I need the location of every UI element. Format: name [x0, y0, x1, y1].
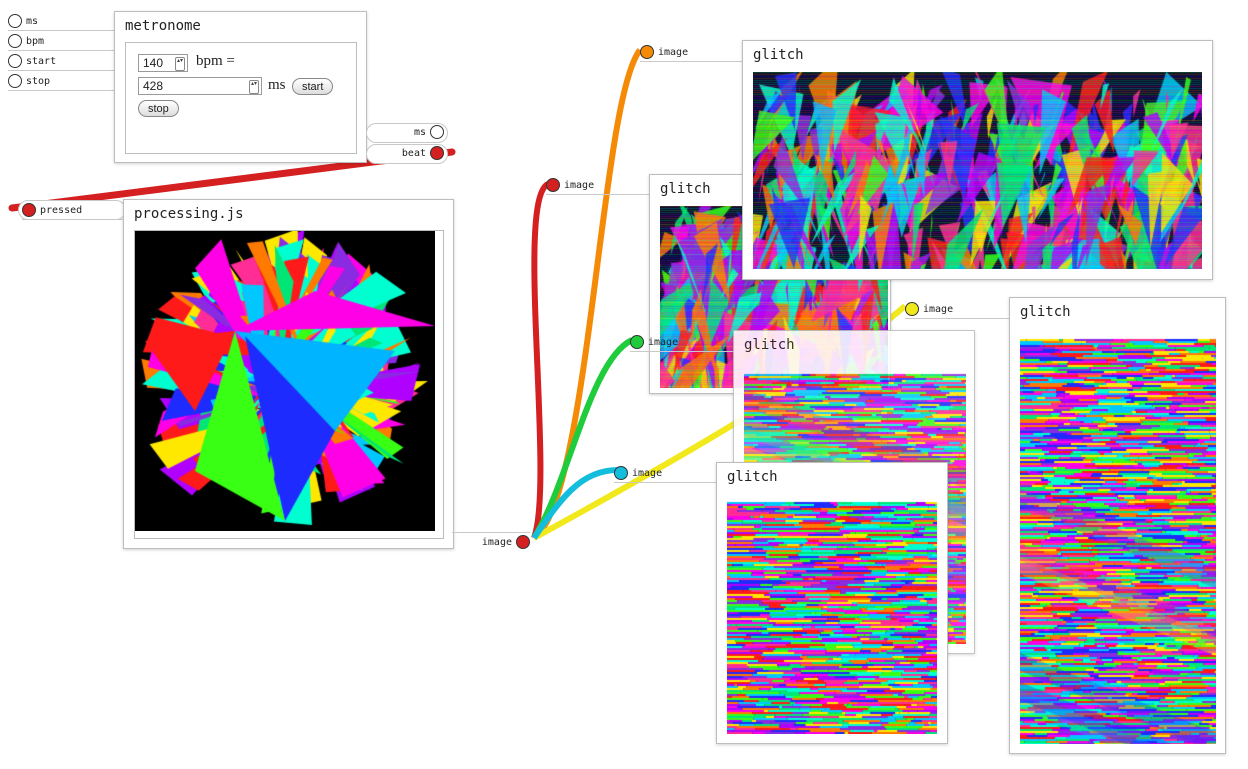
ms-input[interactable]: 428 ▴▾ — [138, 77, 262, 95]
glitch-input-image[interactable]: image — [614, 464, 718, 483]
processing-output-image[interactable]: image — [452, 532, 530, 551]
glitch-input-image[interactable]: image — [905, 300, 1009, 319]
metronome-input-ms[interactable]: ms — [8, 12, 114, 31]
node-title: glitch — [660, 181, 711, 197]
bpm-input[interactable]: 140 ▴▾ — [138, 54, 188, 72]
node-title: glitch — [727, 469, 778, 485]
ms-label: ms — [268, 77, 286, 93]
port-dot-icon[interactable] — [22, 203, 36, 217]
metronome-panel[interactable]: metronome 140 ▴▾ bpm = 428 ▴▾ ms start s… — [114, 11, 367, 163]
wire-image-cyan — [531, 467, 619, 540]
processing-canvas-frame — [134, 230, 444, 539]
wire-image-green — [531, 337, 634, 540]
start-button[interactable]: start — [292, 78, 334, 95]
node-title: metronome — [125, 18, 201, 34]
port-dot-icon[interactable] — [516, 535, 530, 549]
glitch-input-image[interactable]: image — [546, 176, 650, 195]
bpm-label: bpm = — [196, 53, 235, 69]
port-dot-icon[interactable] — [430, 125, 444, 139]
glitch-input-image[interactable]: image — [640, 43, 742, 62]
wire-image-red — [531, 181, 551, 540]
processing-input-pressed[interactable]: pressed — [22, 201, 124, 220]
stop-button[interactable]: stop — [138, 100, 179, 117]
processing-canvas[interactable] — [135, 231, 435, 531]
node-title: glitch — [1020, 304, 1071, 320]
metronome-output-beat[interactable]: beat — [366, 144, 444, 162]
glitch-node-4[interactable]: glitch — [1009, 297, 1226, 754]
port-dot-icon[interactable] — [8, 14, 22, 28]
node-title: processing.js — [134, 206, 244, 222]
port-dot-icon[interactable] — [630, 335, 644, 349]
metronome-input-bpm[interactable]: bpm — [8, 32, 114, 51]
glitch-node-5[interactable]: glitch — [716, 462, 948, 744]
port-dot-icon[interactable] — [8, 54, 22, 68]
glitch-canvas[interactable] — [753, 72, 1202, 269]
glitch-input-image[interactable]: image — [630, 333, 734, 352]
metronome-input-start[interactable]: start — [8, 52, 114, 71]
processing-node[interactable]: processing.js — [123, 199, 454, 549]
metronome-output-ms-pill — [366, 123, 448, 143]
metronome-inner-frame: 140 ▴▾ bpm = 428 ▴▾ ms start stop — [125, 42, 357, 154]
glitch-canvas[interactable] — [727, 494, 937, 734]
metronome-input-stop[interactable]: stop — [8, 72, 114, 91]
node-title: glitch — [753, 47, 804, 63]
glitch-node-1[interactable]: glitch — [742, 40, 1213, 280]
port-dot-icon[interactable] — [430, 146, 444, 160]
port-dot-icon[interactable] — [8, 74, 22, 88]
node-title: glitch — [744, 337, 795, 353]
port-dot-icon[interactable] — [8, 34, 22, 48]
port-dot-icon[interactable] — [614, 466, 628, 480]
port-dot-icon[interactable] — [640, 45, 654, 59]
glitch-canvas[interactable] — [1020, 329, 1216, 744]
spinner-arrows-icon[interactable]: ▴▾ — [249, 80, 259, 94]
port-dot-icon[interactable] — [546, 178, 560, 192]
port-dot-icon[interactable] — [905, 302, 919, 316]
metronome-output-beat-pill — [366, 144, 448, 164]
spinner-arrows-icon[interactable]: ▴▾ — [175, 57, 185, 71]
metronome-output-ms[interactable]: ms — [366, 123, 444, 141]
